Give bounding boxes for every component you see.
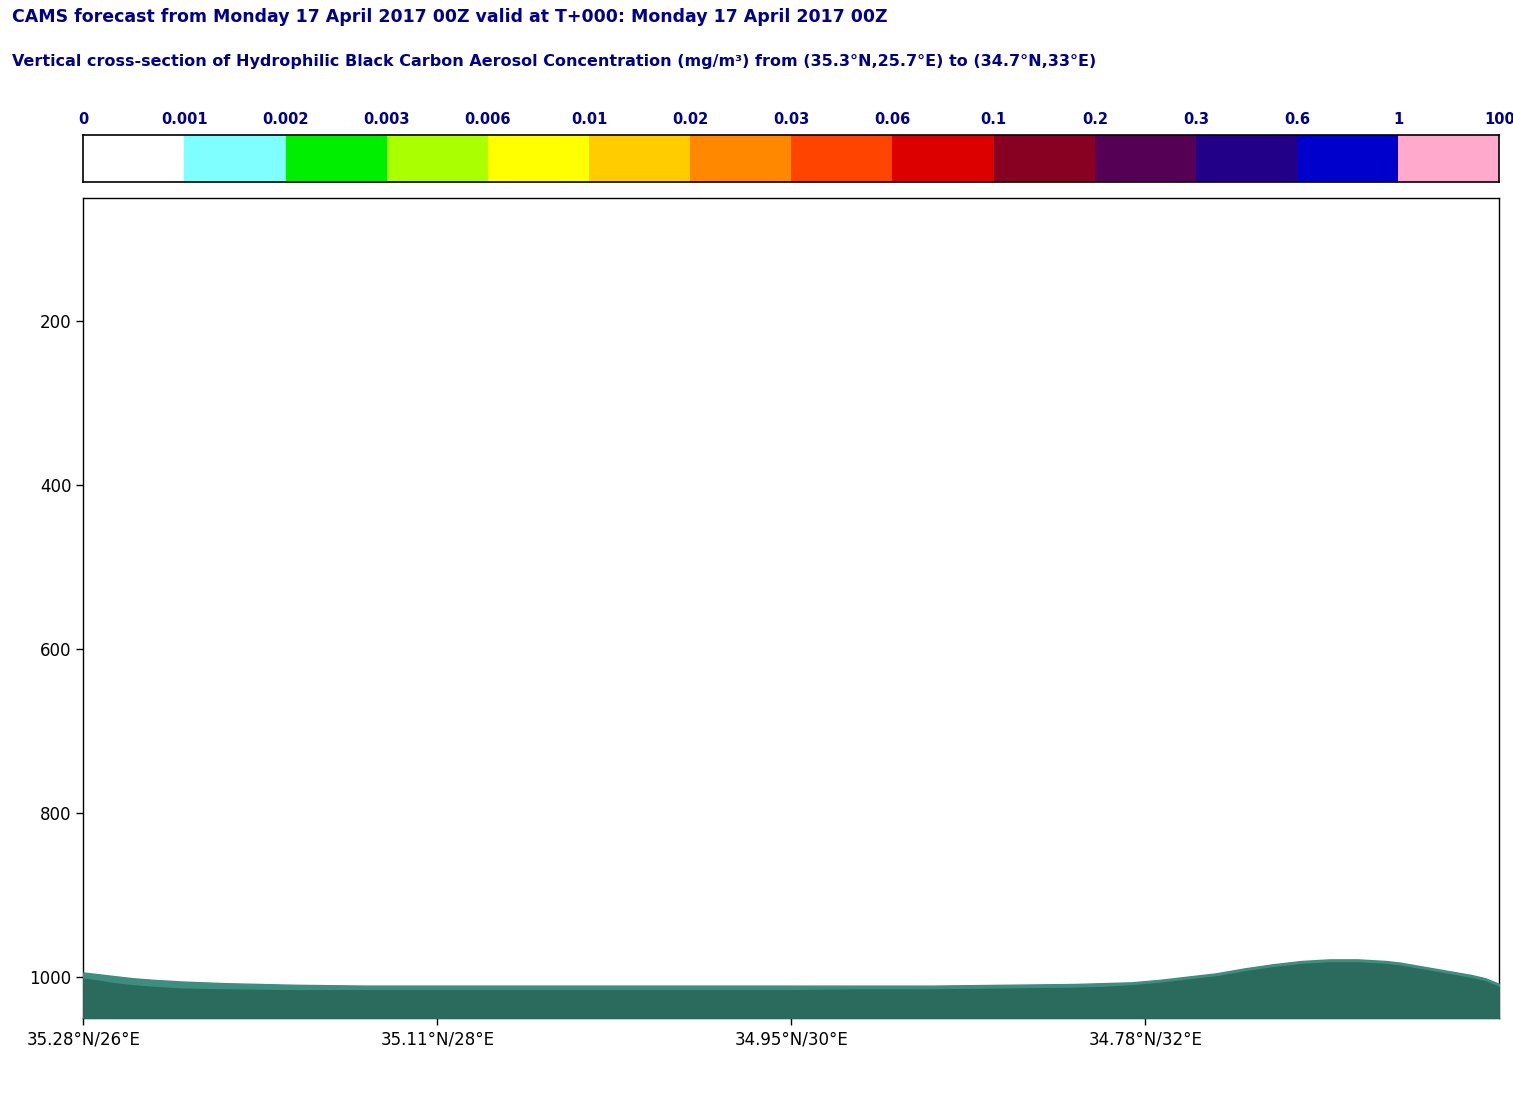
Bar xyxy=(589,135,690,182)
Bar xyxy=(1195,135,1297,182)
Text: CAMS forecast from Monday 17 April 2017 00Z valid at T+000: Monday 17 April 2017: CAMS forecast from Monday 17 April 2017 … xyxy=(12,9,888,26)
Bar xyxy=(387,135,487,182)
Text: 0.1: 0.1 xyxy=(980,112,1006,127)
Bar xyxy=(1297,135,1398,182)
Bar xyxy=(994,135,1095,182)
Text: Vertical cross-section of Hydrophilic Black Carbon Aerosol Concentration (mg/m³): Vertical cross-section of Hydrophilic Bl… xyxy=(12,54,1097,69)
Text: 0.002: 0.002 xyxy=(262,112,309,127)
Bar xyxy=(791,135,893,182)
Bar xyxy=(1398,135,1499,182)
Text: 0.006: 0.006 xyxy=(464,112,511,127)
Text: 0: 0 xyxy=(79,112,88,127)
Text: 0.03: 0.03 xyxy=(773,112,809,127)
Bar xyxy=(185,135,286,182)
Text: 0.02: 0.02 xyxy=(672,112,708,127)
Bar xyxy=(1095,135,1195,182)
Text: 0.003: 0.003 xyxy=(363,112,410,127)
Text: 0.01: 0.01 xyxy=(570,112,607,127)
Text: 100: 100 xyxy=(1484,112,1513,127)
Bar xyxy=(83,135,185,182)
Bar xyxy=(286,135,387,182)
Text: 0.3: 0.3 xyxy=(1183,112,1209,127)
Bar xyxy=(487,135,589,182)
Text: 0.2: 0.2 xyxy=(1082,112,1108,127)
Text: 0.06: 0.06 xyxy=(875,112,911,127)
Text: 0.001: 0.001 xyxy=(160,112,207,127)
Bar xyxy=(690,135,791,182)
Bar xyxy=(893,135,994,182)
Text: 1: 1 xyxy=(1393,112,1404,127)
Text: 0.6: 0.6 xyxy=(1285,112,1310,127)
